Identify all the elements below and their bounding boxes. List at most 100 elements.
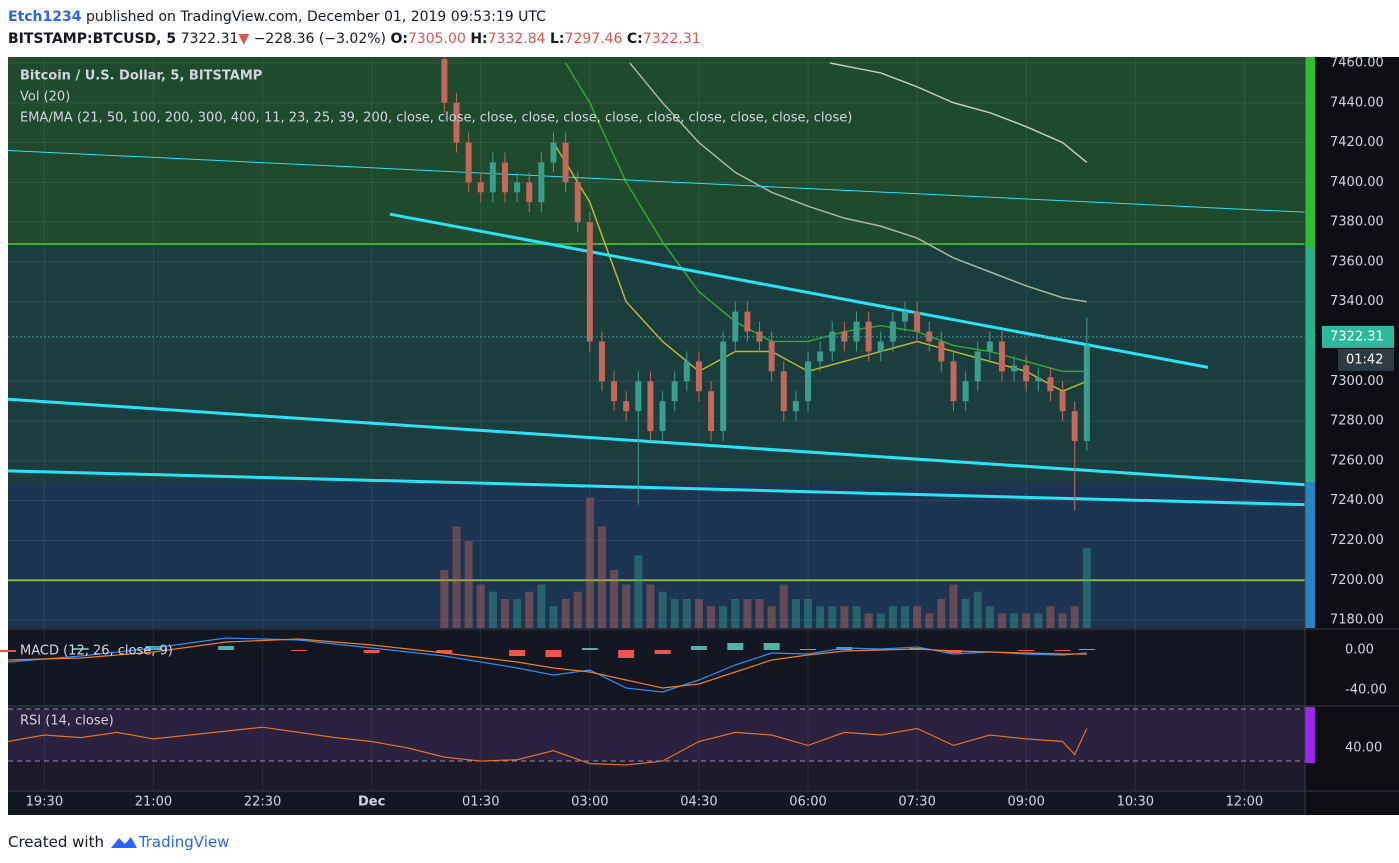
candle-body: [659, 401, 666, 432]
volume-bar: [997, 613, 1006, 628]
macd-hist: [581, 648, 598, 650]
candle-body: [501, 162, 508, 193]
countdown: 01:42: [1346, 352, 1383, 367]
c: 7322.31: [642, 31, 701, 47]
macd-hist: [363, 650, 380, 653]
candle-body: [598, 341, 605, 382]
axis-bg: [1305, 57, 1399, 815]
c-label: C:: [626, 31, 643, 47]
axis-strip: [1305, 247, 1315, 482]
volume-bar: [440, 570, 449, 628]
axis-strip: [1305, 57, 1315, 247]
macd-hist: [218, 646, 235, 650]
candle-body: [695, 361, 702, 392]
countdown-box: [1338, 348, 1394, 371]
volume-bar: [597, 526, 606, 628]
volume-bar: [707, 606, 716, 628]
candle-body: [683, 361, 690, 382]
volume-bar: [464, 541, 473, 628]
legend-ma: EMA/MA (21, 50, 100, 200, 300, 400, 11, …: [20, 111, 852, 126]
candle-body: [562, 142, 569, 183]
macd-hist: [290, 650, 307, 651]
macd-hist: [763, 643, 780, 650]
author[interactable]: Etch1234: [8, 9, 82, 25]
candle-body: [805, 361, 812, 402]
rsi-line: [7, 726, 1088, 766]
rsi-bg: [8, 707, 1305, 791]
macd-hist: [0, 650, 16, 652]
volume-bar: [743, 599, 752, 628]
logo-shape: [110, 837, 137, 848]
macd-hist: [1078, 649, 1095, 650]
y-tick-label: 7240.00: [1330, 493, 1384, 508]
candle-body: [756, 331, 763, 342]
macd-hist: [436, 650, 453, 653]
candle-body: [477, 182, 484, 193]
candle-body: [1023, 365, 1030, 382]
volume-bar: [719, 606, 728, 628]
signal-line: [7, 638, 1087, 689]
macd-hist: [800, 649, 817, 650]
legend-rsi: RSI (14, close): [20, 714, 114, 729]
macd-hist: [1054, 650, 1071, 651]
axis-strip: [1305, 707, 1315, 763]
candle-body: [671, 381, 678, 402]
x-tick-label: Dec: [358, 795, 385, 810]
volume-bar: [561, 599, 570, 628]
candle-body: [647, 381, 654, 432]
ma-line: [552, 142, 1088, 393]
volume-bar: [670, 599, 679, 628]
y-tick-label: 7440.00: [1330, 95, 1384, 110]
volume-bar: [852, 606, 861, 628]
candle-body: [792, 401, 799, 412]
last-price-label: 7322.31: [1330, 329, 1384, 344]
volume-bar: [549, 606, 558, 628]
candle-body: [574, 182, 581, 223]
o: 7305.00: [407, 31, 466, 47]
volume-bar: [537, 584, 546, 628]
candle-body: [1071, 411, 1078, 441]
candle-body: [950, 361, 957, 402]
volume-bar: [634, 555, 643, 628]
ma-line: [629, 62, 1087, 303]
volume-bar: [876, 613, 885, 628]
h: 7332.84: [487, 31, 546, 47]
macd-hist: [727, 643, 744, 650]
y-tick-label: 7340.00: [1330, 294, 1384, 309]
ma-line: [829, 62, 1088, 164]
quote-line: BITSTAMP:BTCUSD, 5 7322.31▼ −228.36 (−3.…: [8, 28, 701, 50]
brand[interactable]: TradingView: [138, 833, 230, 851]
o-label: O:: [390, 31, 408, 47]
rsi-band-fill: [8, 708, 1305, 762]
candle-body: [974, 351, 981, 382]
y-tick-label: 7460.00: [1330, 55, 1384, 70]
volume-bar: [864, 613, 873, 628]
candle-body: [489, 162, 496, 193]
volume-bar: [1046, 606, 1055, 628]
candle-body: [586, 222, 593, 342]
candle-body: [768, 341, 775, 372]
x-tick-label: 22:30: [244, 795, 281, 810]
candle-body: [538, 162, 545, 203]
volume-bar: [816, 606, 825, 628]
volume-bar: [500, 599, 509, 628]
candle-body: [744, 311, 751, 332]
candle-body: [708, 391, 715, 432]
volume-bar: [961, 599, 970, 628]
candle-body: [514, 182, 521, 193]
macd-hist: [545, 650, 562, 657]
y-tick-label: 7420.00: [1330, 135, 1384, 150]
volume-bar: [985, 606, 994, 628]
arrow: ▼: [238, 31, 250, 47]
volume-bar: [791, 599, 800, 628]
candle-body: [889, 321, 896, 342]
macd-hist: [618, 650, 635, 658]
candle-body: [853, 321, 860, 342]
y-tick-label: 40.00: [1345, 741, 1382, 756]
x-tick-label: 12:00: [1226, 795, 1263, 810]
volume-bar: [476, 584, 485, 628]
candle-body: [817, 351, 824, 362]
candle-body: [526, 182, 533, 203]
volume-bar: [900, 606, 909, 628]
